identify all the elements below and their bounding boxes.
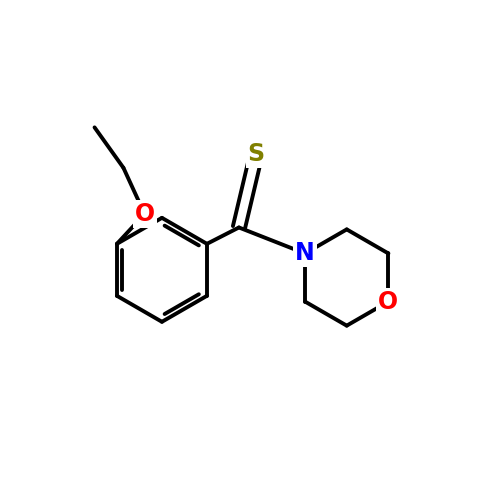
Text: N: N [295, 242, 315, 266]
Text: O: O [134, 202, 154, 226]
Text: S: S [248, 142, 265, 167]
Text: O: O [378, 290, 398, 314]
